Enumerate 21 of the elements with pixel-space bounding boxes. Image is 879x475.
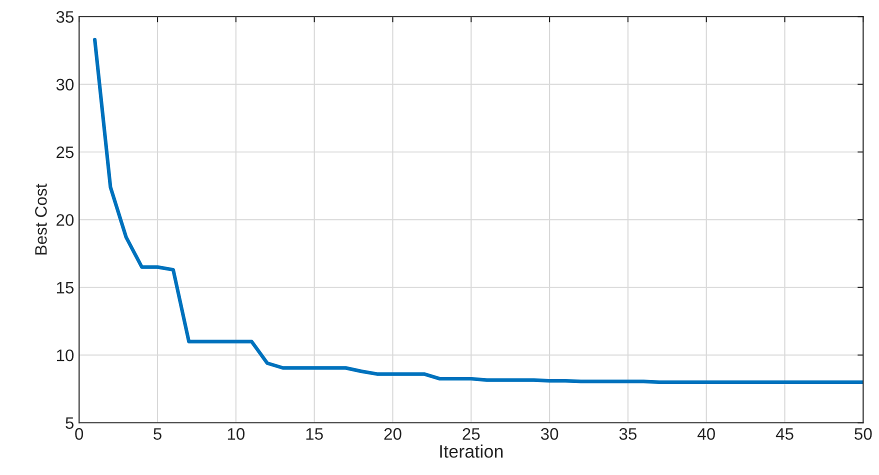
- x-tick-label: 45: [776, 428, 794, 440]
- x-axis-title: Iteration: [440, 444, 503, 458]
- y-tick-label: 5: [66, 417, 74, 429]
- x-tick-label: 50: [854, 428, 872, 440]
- y-axis-title: Best Cost: [35, 184, 47, 254]
- x-tick-label: 0: [75, 428, 84, 440]
- x-tick-label: 40: [697, 428, 715, 440]
- x-tick-label: 25: [462, 428, 480, 440]
- y-tick-label: 10: [56, 349, 74, 362]
- y-tick-label: 25: [56, 146, 74, 158]
- y-tick-label: 30: [56, 78, 74, 91]
- x-tick-label: 30: [540, 428, 558, 440]
- y-tick-label: 15: [56, 282, 74, 294]
- line-series: [92, 38, 864, 384]
- x-tick-label: 15: [306, 428, 323, 440]
- x-tick-label: 10: [228, 428, 245, 440]
- x-tick-label: 5: [154, 428, 162, 440]
- y-tick-label: 20: [56, 214, 74, 226]
- y-tick-label: 35: [56, 11, 74, 23]
- x-tick-label: 20: [384, 428, 402, 440]
- x-tick-label: 35: [619, 428, 637, 440]
